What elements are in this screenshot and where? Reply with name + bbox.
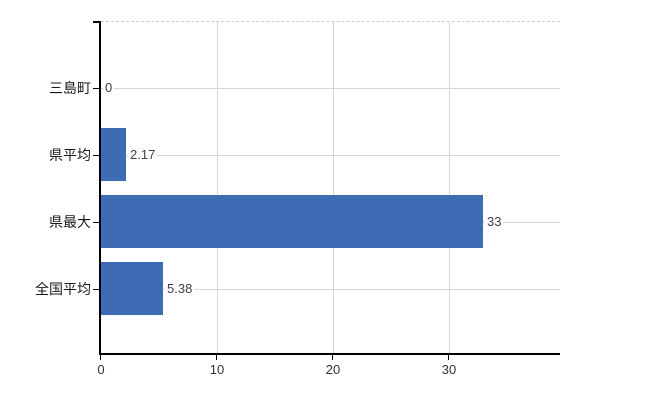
value-label: 5.38	[165, 280, 195, 298]
category-label: 県平均	[49, 147, 91, 163]
bar	[101, 262, 163, 315]
y-axis-tick	[93, 155, 99, 156]
value-label: 0	[103, 79, 115, 97]
bar	[101, 195, 483, 248]
horizontal-gridline	[101, 289, 560, 290]
y-axis-top-tick	[93, 21, 99, 23]
x-axis-tick	[216, 355, 217, 360]
category-label: 全国平均	[35, 281, 91, 297]
y-axis-tick	[93, 289, 99, 290]
value-label: 2.17	[128, 146, 158, 164]
x-axis	[99, 353, 560, 355]
vertical-gridline	[217, 21, 218, 353]
horizontal-gridline	[101, 155, 560, 156]
category-label: 県最大	[49, 214, 91, 230]
y-axis-tick	[93, 88, 99, 89]
y-axis	[99, 21, 101, 355]
value-label: 33	[485, 213, 504, 231]
x-axis-tick	[448, 355, 449, 360]
category-label: 三島町	[49, 80, 91, 96]
x-tick-label: 10	[209, 362, 225, 377]
vertical-gridline	[333, 21, 334, 353]
vertical-gridline	[449, 21, 450, 353]
x-axis-tick	[100, 355, 101, 360]
plot-top-border	[101, 21, 560, 22]
x-tick-label: 0	[97, 362, 105, 377]
bar	[101, 128, 126, 181]
horizontal-gridline	[101, 88, 560, 89]
y-axis-tick	[93, 222, 99, 223]
x-axis-tick	[332, 355, 333, 360]
x-tick-label: 20	[325, 362, 341, 377]
x-tick-label: 30	[441, 362, 457, 377]
